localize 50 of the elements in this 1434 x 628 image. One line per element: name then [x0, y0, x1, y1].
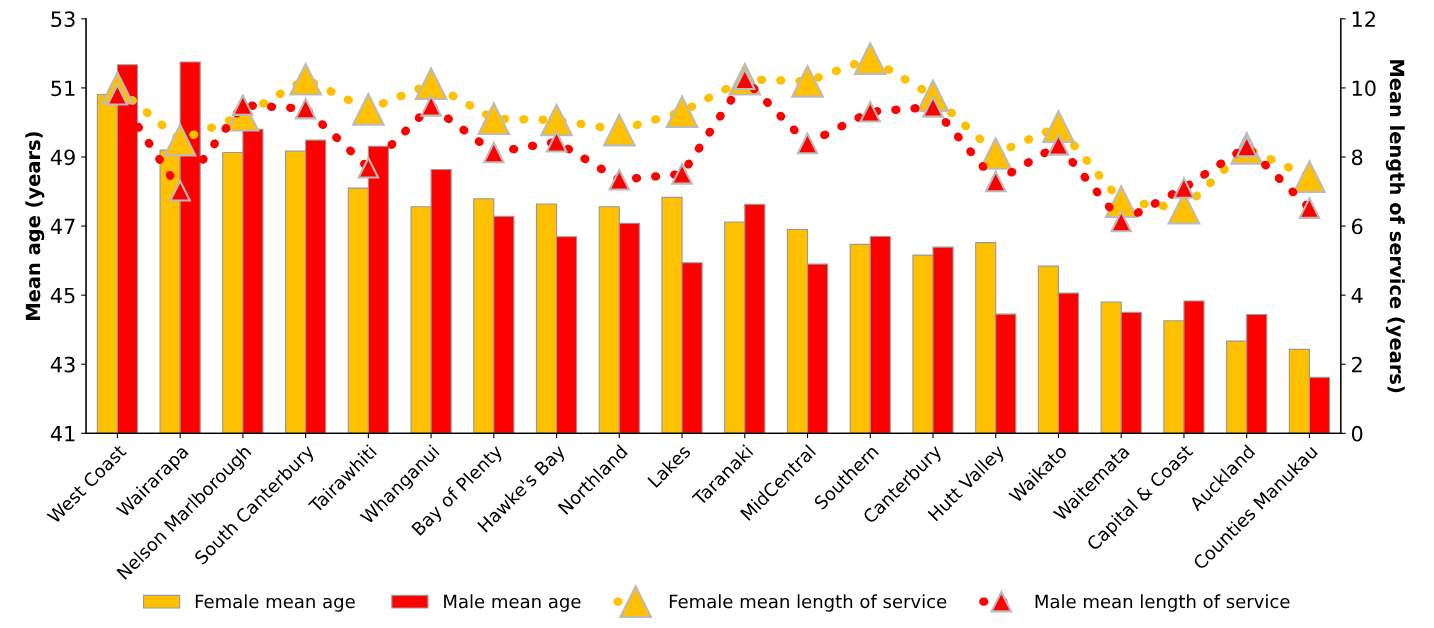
point	[791, 65, 824, 98]
y-tick-label: 47	[50, 218, 75, 234]
y-tick-label: 53	[51, 11, 75, 28]
y2-tick-label: 6	[1351, 218, 1363, 235]
legend-label: Female mean length of service	[669, 594, 947, 612]
point	[232, 94, 254, 116]
y-tick-label: 51	[51, 80, 75, 97]
point	[169, 180, 191, 202]
point	[289, 62, 322, 96]
point	[671, 163, 693, 185]
y2-axis-title: Mean length of service (years)	[1385, 60, 1405, 393]
point	[357, 156, 380, 179]
point	[984, 170, 1007, 193]
legend-label: Male mean age	[444, 594, 581, 612]
y-tick-label: 43	[50, 356, 75, 373]
point	[1042, 110, 1075, 143]
point	[665, 95, 699, 129]
point	[1293, 160, 1326, 194]
y2-tick-label: 0	[1351, 425, 1363, 442]
y2-tick-label: 8	[1351, 149, 1363, 166]
y-tick-label: 41	[50, 426, 75, 442]
y-axis-title: Mean age (years)	[25, 132, 45, 320]
point	[414, 67, 448, 101]
y-tick-label: 45	[50, 287, 75, 304]
y2-tick-label: 12	[1352, 11, 1375, 27]
legend-label: Male mean length of service	[1035, 594, 1290, 612]
point	[602, 113, 636, 147]
point	[1047, 134, 1070, 156]
point	[163, 123, 197, 157]
point	[922, 96, 944, 118]
point	[979, 137, 1013, 170]
point	[853, 42, 887, 75]
point	[294, 97, 317, 120]
point	[352, 93, 385, 126]
y2-tick-label: 4	[1351, 287, 1363, 304]
point	[483, 141, 505, 164]
point	[1298, 197, 1321, 219]
y2-tick-label: 10	[1352, 80, 1376, 97]
point	[540, 103, 573, 137]
legend-label: Female mean age	[195, 594, 355, 612]
point	[859, 100, 882, 123]
y-tick-label: 49	[50, 149, 75, 166]
point	[420, 95, 442, 117]
point	[796, 132, 819, 155]
point	[477, 102, 511, 135]
point	[545, 131, 568, 153]
point	[1110, 210, 1132, 233]
point	[608, 169, 631, 191]
y2-tick-label: 2	[1352, 356, 1362, 373]
point	[1173, 177, 1195, 199]
